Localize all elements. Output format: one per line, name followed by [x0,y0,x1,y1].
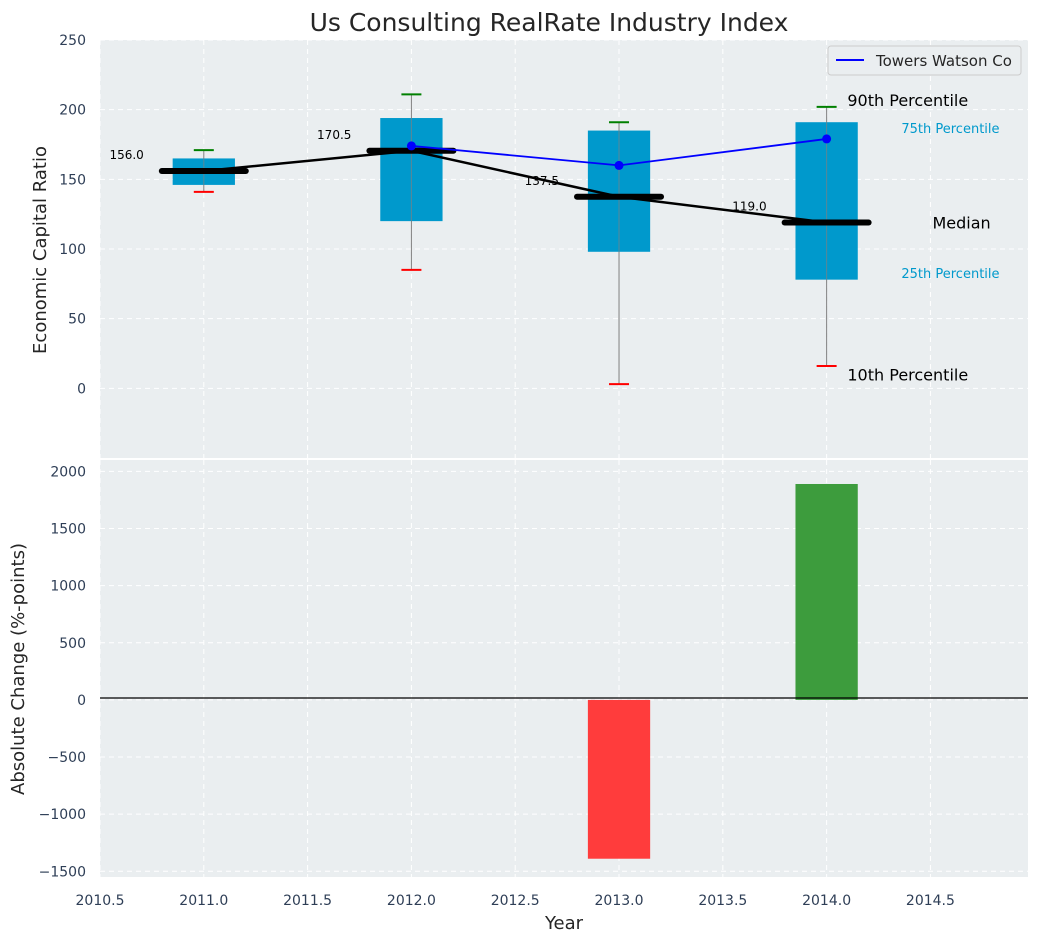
bottom-grid [99,460,1028,877]
y-tick-label: 200 [59,103,86,119]
x-tick-label: 2012.0 [387,893,436,909]
median-value-label: 156.0 [109,148,143,162]
x-tick-label: 2012.5 [491,893,540,909]
bottom-plot-area [100,460,1028,877]
y-tick-label: −1000 [39,807,86,823]
median-trend-line [203,149,827,224]
y-tick-label: 2000 [50,464,86,480]
y-tick-label: 100 [59,242,86,258]
legend-box [827,45,1022,76]
y-tick-label: 500 [59,636,86,652]
x-tick-label: 2014.5 [906,893,955,909]
x-tick-label: 2014.0 [802,893,851,909]
percentile-annotation: Median [933,214,991,233]
median-value-label: 170.5 [317,128,351,142]
series-group [406,134,832,170]
median-value-label: 137.5 [525,174,559,188]
x-tick-label: 2013.0 [595,893,644,909]
top-y-tick-labels: 0 50 100 150 200 250 [59,33,86,397]
percentile-annotation: 10th Percentile [847,365,968,384]
series-point [822,134,832,144]
percentile-annotation: 25th Percentile [901,267,999,282]
x-tick-label: 2010.5 [76,893,125,909]
annotation-group: 90th Percentile 75th Percentile Median 25th… [847,91,999,384]
chart-title: Us Consulting RealRate Industry Index [310,8,789,37]
top-y-axis-label: Economic Capital Ratio [30,146,51,354]
x-tick-label: 2011.5 [283,893,332,909]
y-tick-label: 0 [77,693,86,709]
y-tick-label: 1000 [50,579,86,595]
y-tick-label: 250 [59,33,86,49]
y-tick-label: 50 [68,312,86,328]
x-tick-label: 2013.5 [698,893,747,909]
y-tick-label: −500 [48,750,86,766]
top-panel: 0 50 100 150 200 250 Economic Capital Ratio 1… [30,33,1028,458]
x-tick-label: 2011.0 [179,893,228,909]
y-tick-label: 1500 [50,522,86,538]
bottom-y-tick-labels: −1500 −1000 −500 0 500 1000 1500 2000 [39,464,86,880]
legend-label-towers-watson: Towers Watson Co [875,52,1012,70]
x-axis-label: Year [544,913,584,934]
percentile-annotation: 90th Percentile [847,91,968,110]
y-tick-label: −1500 [39,864,86,880]
series-point [614,160,624,170]
legend: Towers Watson Co [827,45,1022,76]
y-tick-label: 0 [77,381,86,397]
percentile-annotation: 75th Percentile [901,122,999,137]
bottom-y-axis-label: Absolute Change (%-points) [8,543,29,795]
change-bar [587,699,651,859]
median-trend-group: 156.0 170.5 137.5 119.0 [109,128,872,226]
series-point [406,141,416,151]
x-tick-labels: 2010.5 2011.0 2011.5 2012.0 2012.5 2013.0 2013… [76,893,955,909]
y-tick-label: 150 [59,172,86,188]
change-bar [795,483,858,700]
bar-group [587,483,858,859]
median-value-label: 119.0 [732,200,766,214]
